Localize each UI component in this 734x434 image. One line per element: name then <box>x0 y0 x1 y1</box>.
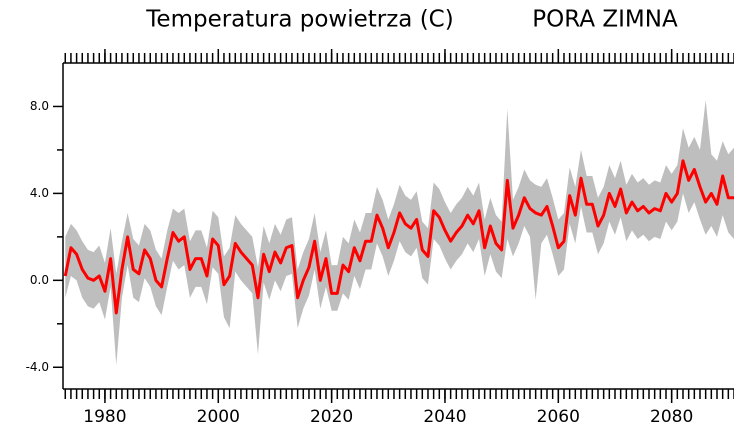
mean-line <box>63 159 734 315</box>
y-tick-label: -4.0 <box>26 360 49 374</box>
x-tick-label: 2040 <box>423 407 466 427</box>
chart-title: Temperatura powietrza (C) <box>145 7 453 33</box>
x-tick-label: 1980 <box>83 407 126 427</box>
x-tick-label: 2000 <box>197 407 240 427</box>
y-tick-label: 0.0 <box>30 273 49 287</box>
y-tick-label: 4.0 <box>30 186 49 200</box>
x-tick-label: 2060 <box>537 407 580 427</box>
x-tick-label: 2020 <box>310 407 353 427</box>
range-band <box>65 99 734 366</box>
chart-subtitle: PORA ZIMNA <box>532 7 678 33</box>
y-tick-label: 8.0 <box>30 99 49 113</box>
x-tick-label: 2080 <box>650 407 693 427</box>
